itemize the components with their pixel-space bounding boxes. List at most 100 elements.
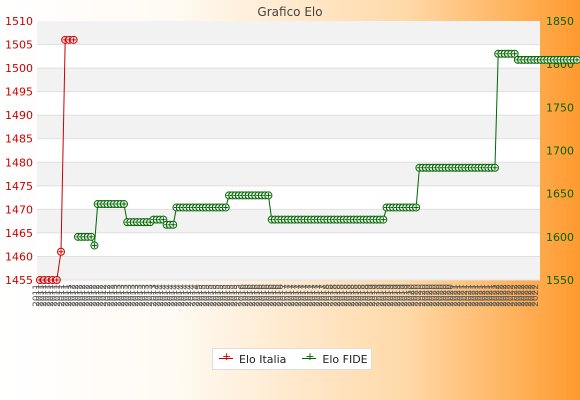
x-tick-label: 2011 bbox=[39, 284, 49, 307]
grid-band bbox=[37, 21, 540, 45]
x-tick-label: 2019 bbox=[379, 284, 389, 307]
x-tick-label: 2019 bbox=[393, 284, 403, 307]
x-tick-label: 2021 bbox=[478, 284, 488, 307]
x-tick-label: 2014 bbox=[181, 284, 191, 307]
x-tick-label: 2015 bbox=[205, 284, 215, 307]
x-tick-label: 2013 bbox=[135, 284, 145, 307]
x-tick-label: 2020 bbox=[421, 284, 431, 307]
data-point-marker bbox=[380, 217, 386, 223]
x-tick-label: 2012 bbox=[85, 284, 95, 307]
data-point-marker bbox=[512, 51, 518, 57]
x-tick-label: 2022 bbox=[492, 284, 502, 307]
x-tick-label: 2013 bbox=[145, 284, 155, 307]
x-tick-label: 2021 bbox=[474, 284, 484, 307]
x-tick-label: 2022 bbox=[517, 284, 527, 307]
x-tick-label: 2018 bbox=[354, 284, 364, 307]
x-tick-label: 2018 bbox=[340, 284, 350, 307]
x-tick-label: 2014 bbox=[166, 284, 176, 307]
x-tick-label: 2016 bbox=[237, 284, 247, 307]
plot-area bbox=[37, 21, 540, 280]
x-tick-label: 2015 bbox=[209, 284, 219, 307]
x-tick-label: 2019 bbox=[400, 284, 410, 307]
x-tick-label: 2016 bbox=[248, 284, 258, 307]
x-tick-label: 2015 bbox=[227, 284, 237, 307]
data-point-marker bbox=[54, 277, 60, 283]
grid-band bbox=[37, 256, 540, 280]
right-axis-tick-label: 1700 bbox=[546, 145, 574, 158]
x-tick-label: 2014 bbox=[152, 284, 162, 307]
x-tick-label: 2014 bbox=[163, 284, 173, 307]
left-y-axis: 1455 1460 1465 1470 1475 1480 1485 1490 1495 1500… bbox=[5, 15, 33, 287]
x-tick-label: 2018 bbox=[322, 284, 332, 307]
x-tick-label: 2013 bbox=[138, 284, 148, 307]
x-tick-label: 2016 bbox=[251, 284, 261, 307]
x-tick-label: 2013 bbox=[142, 284, 152, 307]
x-tick-label: 2021 bbox=[489, 284, 499, 307]
x-tick-label: 2016 bbox=[262, 284, 272, 307]
legend-item-elo-italia: Elo Italia bbox=[219, 350, 286, 366]
left-axis-tick-label: 1505 bbox=[5, 39, 33, 52]
x-tick-label: 2020 bbox=[435, 284, 445, 307]
x-tick-label: 2016 bbox=[269, 284, 279, 307]
chart-legend: Elo Italia Elo FIDE bbox=[212, 348, 372, 370]
x-tick-label: 2012 bbox=[106, 284, 116, 307]
x-tick-label: 2018 bbox=[347, 284, 357, 307]
right-axis-tick-label: 1750 bbox=[546, 101, 574, 114]
x-tick-label: 2014 bbox=[159, 284, 169, 307]
x-tick-label: 2017 bbox=[305, 284, 315, 307]
x-tick-label: 2014 bbox=[188, 284, 198, 307]
grid-band bbox=[37, 115, 540, 139]
x-tick-label: 2020 bbox=[428, 284, 438, 307]
x-tick-label: 2020 bbox=[439, 284, 449, 307]
chart-title: Grafico Elo bbox=[257, 5, 322, 19]
x-tick-label: 2020 bbox=[432, 284, 442, 307]
x-tick-label: 2017 bbox=[294, 284, 304, 307]
legend-swatch-elo-fide bbox=[302, 350, 317, 363]
x-tick-label: 2013 bbox=[124, 284, 134, 307]
right-axis-tick-label: 1600 bbox=[546, 231, 574, 244]
data-point-marker bbox=[223, 204, 229, 210]
x-tick-label: 2017 bbox=[312, 284, 322, 307]
x-tick-label: 2022 bbox=[499, 284, 509, 307]
left-axis-tick-label: 1465 bbox=[5, 227, 33, 240]
x-tick-label: 2018 bbox=[351, 284, 361, 307]
x-tick-label: 2022 bbox=[513, 284, 523, 307]
x-tick-label: 2014 bbox=[174, 284, 184, 307]
data-point-marker bbox=[170, 222, 176, 228]
x-tick-label: 2020 bbox=[414, 284, 424, 307]
x-tick-label: 2011 bbox=[64, 284, 74, 307]
data-point-marker bbox=[88, 234, 94, 240]
x-tick-label: 2019 bbox=[389, 284, 399, 307]
x-tick-label: 2022 bbox=[531, 284, 541, 307]
x-tick-label: 2022 bbox=[510, 284, 520, 307]
x-tick-label: 2012 bbox=[92, 284, 102, 307]
x-tick-label: 2017 bbox=[280, 284, 290, 307]
x-tick-label: 2011 bbox=[53, 284, 63, 307]
x-tick-label: 2018 bbox=[326, 284, 336, 307]
data-point-marker bbox=[265, 192, 271, 198]
series-elo-italia bbox=[36, 35, 78, 284]
x-tick-label: 2012 bbox=[82, 284, 92, 307]
data-point-marker bbox=[58, 249, 64, 255]
x-tick-label: 2019 bbox=[372, 284, 382, 307]
x-tick-label: 2016 bbox=[255, 284, 265, 307]
data-point-marker bbox=[413, 204, 419, 210]
x-tick-label: 2014 bbox=[191, 284, 201, 307]
left-axis-tick-label: 1500 bbox=[5, 62, 33, 75]
x-tick-label: 2018 bbox=[329, 284, 339, 307]
left-axis-tick-label: 1460 bbox=[5, 250, 33, 263]
x-tick-label: 2021 bbox=[464, 284, 474, 307]
x-tick-label: 2016 bbox=[241, 284, 251, 307]
x-tick-label: 2016 bbox=[266, 284, 276, 307]
x-tick-label: 2012 bbox=[78, 284, 88, 307]
legend-swatch-elo-italia bbox=[219, 350, 233, 363]
x-tick-label: 2020 bbox=[407, 284, 417, 307]
x-tick-label: 2011 bbox=[32, 284, 42, 307]
x-tick-label: 2022 bbox=[527, 284, 537, 307]
x-axis-tick-labels: 2011201120112011201120112011201120112011… bbox=[32, 284, 541, 307]
series-elo-fide bbox=[74, 49, 580, 250]
x-tick-label: 2017 bbox=[290, 284, 300, 307]
left-axis-tick-label: 1470 bbox=[5, 203, 33, 216]
data-point-marker bbox=[91, 242, 97, 248]
x-tick-label: 2013 bbox=[149, 284, 159, 307]
